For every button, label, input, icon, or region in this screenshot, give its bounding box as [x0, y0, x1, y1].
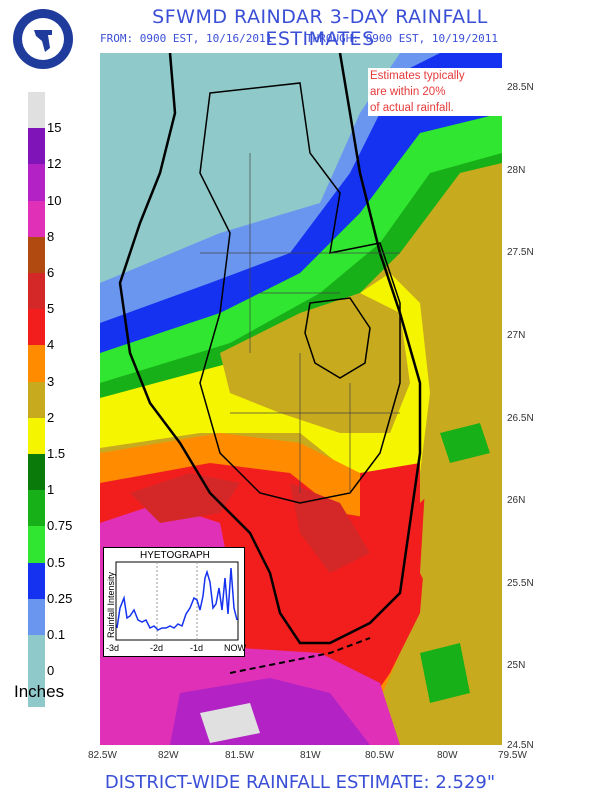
lat-label: 24.5N [507, 740, 534, 751]
legend-label: 5 [47, 301, 55, 317]
accuracy-note-line: of actual rainfall. [370, 102, 454, 114]
legend-label: 10 [47, 192, 62, 208]
legend-label: 3 [47, 373, 55, 389]
legend-swatch [28, 417, 45, 454]
accuracy-note-line: Estimates typically [370, 70, 465, 82]
date-from: FROM: 0900 EST, 10/16/2011 [100, 32, 273, 45]
legend-swatch [28, 381, 45, 418]
legend-label: 4 [47, 337, 55, 353]
legend-label: 0 [47, 663, 55, 679]
legend-label: 0.1 [47, 627, 66, 642]
legend-unit: Inches [14, 682, 65, 701]
hyetograph-tick: -3d [106, 643, 120, 653]
legend-label: 1 [47, 482, 55, 498]
legend-label: 0.5 [47, 554, 66, 570]
legend-label: 0.25 [47, 590, 73, 606]
lat-label: 28N [507, 165, 526, 176]
legend-label: 0.75 [47, 518, 73, 534]
legend-swatch [28, 345, 45, 382]
legend-swatch [28, 598, 45, 635]
legend-label: 2 [47, 409, 55, 425]
legend-label: 15 [47, 120, 62, 136]
legend-swatch [28, 562, 45, 599]
legend-label: 6 [47, 265, 55, 280]
lat-label: 27.5N [507, 247, 534, 258]
page-title: SFWMD RAINDAR 3-DAY RAINFALL ESTIMATES [152, 6, 488, 50]
accuracy-note: Estimates typically are within 20% of ac… [368, 68, 512, 116]
district-estimate: DISTRICT-WIDE RAINFALL ESTIMATE: 2.529" [104, 772, 496, 793]
lon-label: 80.5W [365, 750, 394, 761]
lat-label: 25.5N [507, 578, 534, 589]
lat-label: 26N [507, 495, 526, 506]
lat-label: 28.5N [507, 82, 534, 93]
legend-swatch [28, 273, 45, 310]
lon-label: 82W [158, 750, 179, 761]
legend-swatch [28, 526, 45, 563]
date-through: THROUGH: 0900 EST, 10/19/2011 [306, 32, 499, 45]
legend-swatch [28, 128, 45, 165]
legend-swatch [28, 671, 45, 708]
lon-label: 82.5W [88, 750, 117, 761]
sfwmd-logo [13, 9, 73, 69]
hyetograph-plot [115, 561, 239, 641]
legend-swatch [28, 236, 45, 273]
lat-label: 26.5N [507, 413, 534, 424]
legend-label: 12 [47, 156, 62, 172]
legend-swatch [28, 635, 45, 672]
hyetograph-title: HYETOGRAPH [140, 550, 210, 561]
lat-label: 27N [507, 330, 526, 341]
lon-label: 81W [300, 750, 321, 761]
lat-label: 25N [507, 660, 526, 671]
lon-label: 81.5W [225, 750, 254, 761]
legend-swatch [28, 309, 45, 346]
legend-swatch [28, 454, 45, 491]
legend-label: 1.5 [47, 446, 66, 461]
legend-swatch [28, 92, 45, 129]
legend-swatch [28, 490, 45, 527]
accuracy-note-line: are within 20% [370, 86, 446, 98]
hyetograph-tick: -2d [150, 643, 164, 653]
legend-swatch [28, 164, 45, 201]
lon-label: 79.5W [498, 750, 527, 761]
hyetograph-inset: HYETOGRAPH Rainfall Intensity -3d -2d -1… [103, 547, 246, 657]
lon-label: 80W [437, 750, 458, 761]
hyetograph-tick: NOW [224, 643, 246, 653]
hyetograph-tick: -1d [190, 643, 204, 653]
legend-swatch [28, 200, 45, 237]
legend-label: 8 [47, 228, 55, 244]
